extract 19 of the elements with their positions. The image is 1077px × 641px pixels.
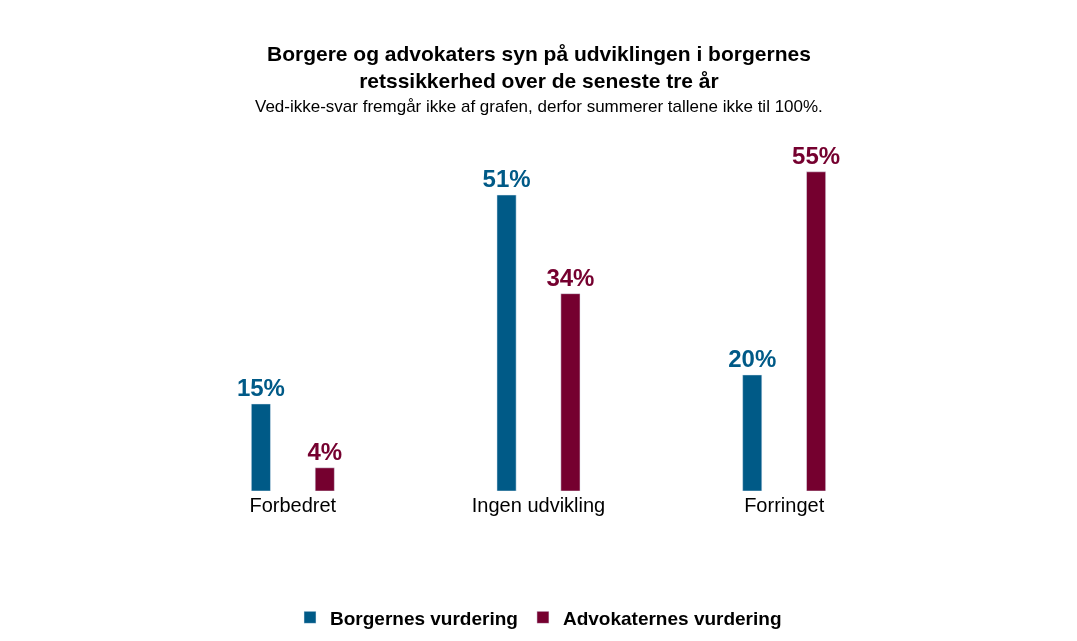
data-label: 34% [546,263,595,291]
bar [496,194,517,491]
bar [314,467,335,491]
data-label: 15% [236,373,285,401]
bar [251,403,271,491]
data-label: 51% [482,165,531,193]
bar [560,293,581,491]
x-tick-label: Ingen udvikling [471,494,606,516]
legend-label: Advokaternes vurdering [562,607,782,629]
chart-subtitle: Ved-ikke-svar fremgår ikke af grafen, derfor summerer tallene ikke til 100%. [255,97,823,116]
chart-title: Borgere og advokaters syn på udviklingen i borgernes retssikkerhed over de seneste tre år [267,42,811,93]
data-label: 20% [728,344,777,372]
bar [742,374,763,491]
data-label: 4% [307,437,343,465]
data-label: 55% [792,141,841,169]
x-tick-label: Forringet [744,494,825,516]
bar [806,171,826,491]
legend-label: Borgernes vurdering [330,607,518,629]
x-tick-label: Forbedret [249,494,337,516]
